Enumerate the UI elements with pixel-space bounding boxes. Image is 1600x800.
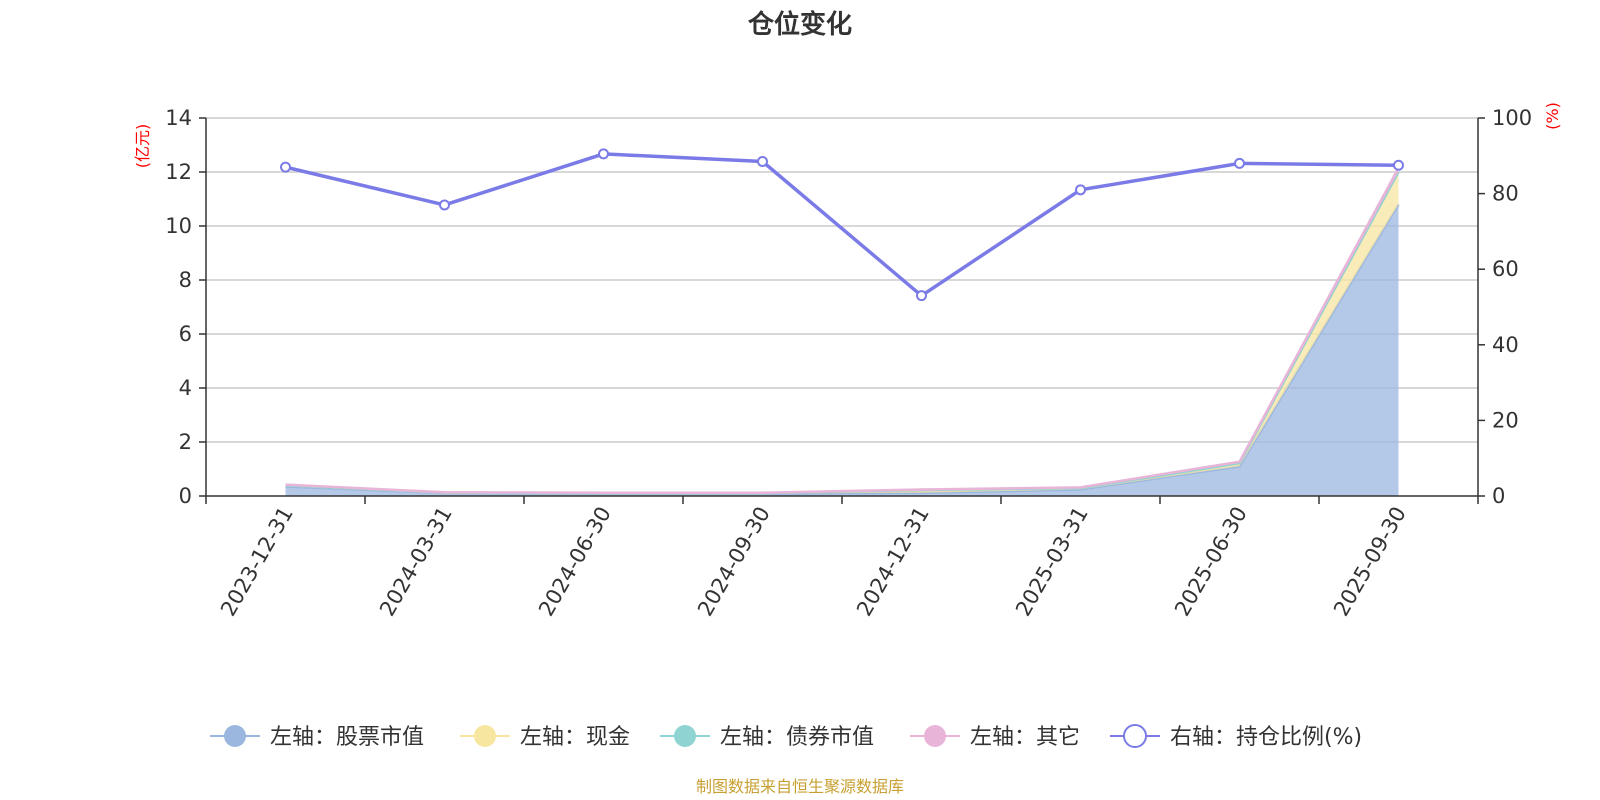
ratio-line: [280, 148, 1404, 302]
ratio-point: [439, 199, 450, 211]
legend-marker: [474, 725, 496, 747]
legend-marker: [1123, 724, 1147, 748]
left-tick-label: 8: [179, 268, 192, 292]
left-tick-label: 4: [179, 376, 192, 400]
area-左轴：股票市值: [285, 204, 1399, 496]
area-edge-左轴：现金: [285, 171, 1400, 495]
area-edge-左轴：债券市值: [285, 171, 1400, 495]
left-axis-unit: (亿元): [133, 124, 152, 169]
x-tick-label: 2025-06-30: [1170, 503, 1252, 621]
stacked-areas: [285, 167, 1400, 496]
x-tick-label: 2024-06-30: [534, 503, 616, 621]
legend-marker: [674, 725, 696, 747]
left-tick-label: 0: [179, 484, 192, 508]
left-tick-label: 12: [165, 160, 192, 184]
source-note: 制图数据来自恒生聚源数据库: [696, 777, 904, 796]
ratio-point: [598, 148, 609, 160]
area-edge-左轴：其它: [285, 167, 1400, 495]
chart-title: 仓位变化: [747, 9, 852, 40]
legend-label: 右轴：持仓比例(%): [1170, 725, 1362, 750]
left-tick-label: 10: [165, 214, 192, 238]
ratio-point: [1234, 157, 1245, 169]
legend-label: 左轴：现金: [520, 725, 630, 750]
ratio-point: [757, 155, 768, 167]
left-tick-label: 14: [165, 106, 192, 130]
right-tick-label: 0: [1492, 484, 1505, 508]
area-左轴：现金: [285, 172, 1399, 494]
area-edge-左轴：股票市值: [285, 203, 1400, 495]
x-tick-label: 2024-03-31: [375, 503, 457, 621]
ratio-line-path: [285, 152, 1399, 298]
x-tick-label: 2025-03-31: [1011, 503, 1093, 621]
right-tick-label: 40: [1492, 333, 1519, 357]
legend-marker: [924, 725, 946, 747]
ratio-point: [280, 161, 291, 173]
left-tick-label: 2: [179, 430, 192, 454]
ratio-point: [916, 290, 927, 302]
left-tick-label: 6: [179, 322, 192, 346]
right-axis-unit: (%): [1543, 102, 1562, 130]
x-tick-label: 2024-09-30: [693, 503, 775, 621]
x-tick-label: 2025-09-30: [1329, 503, 1411, 621]
legend: 左轴：股票市值 左轴：现金 左轴：债券市值 左轴：其它 右轴：持仓比例(%): [210, 724, 1362, 750]
x-tick-label: 2023-12-31: [216, 503, 298, 621]
legend-label: 左轴：股票市值: [270, 725, 424, 750]
right-tick-label: 20: [1492, 408, 1519, 432]
ratio-point: [1393, 159, 1404, 171]
legend-label: 左轴：其它: [970, 725, 1080, 750]
grid: [206, 117, 1478, 443]
area-左轴：债券市值: [285, 172, 1399, 494]
ratio-point: [1075, 184, 1086, 196]
legend-marker: [224, 725, 246, 747]
x-tick-label: 2024-12-31: [852, 503, 934, 621]
right-tick-label: 100: [1492, 106, 1532, 130]
right-tick-label: 60: [1492, 257, 1519, 281]
right-tick-label: 80: [1492, 182, 1519, 206]
area-左轴：其它: [285, 167, 1399, 494]
legend-label: 左轴：债券市值: [720, 725, 874, 750]
